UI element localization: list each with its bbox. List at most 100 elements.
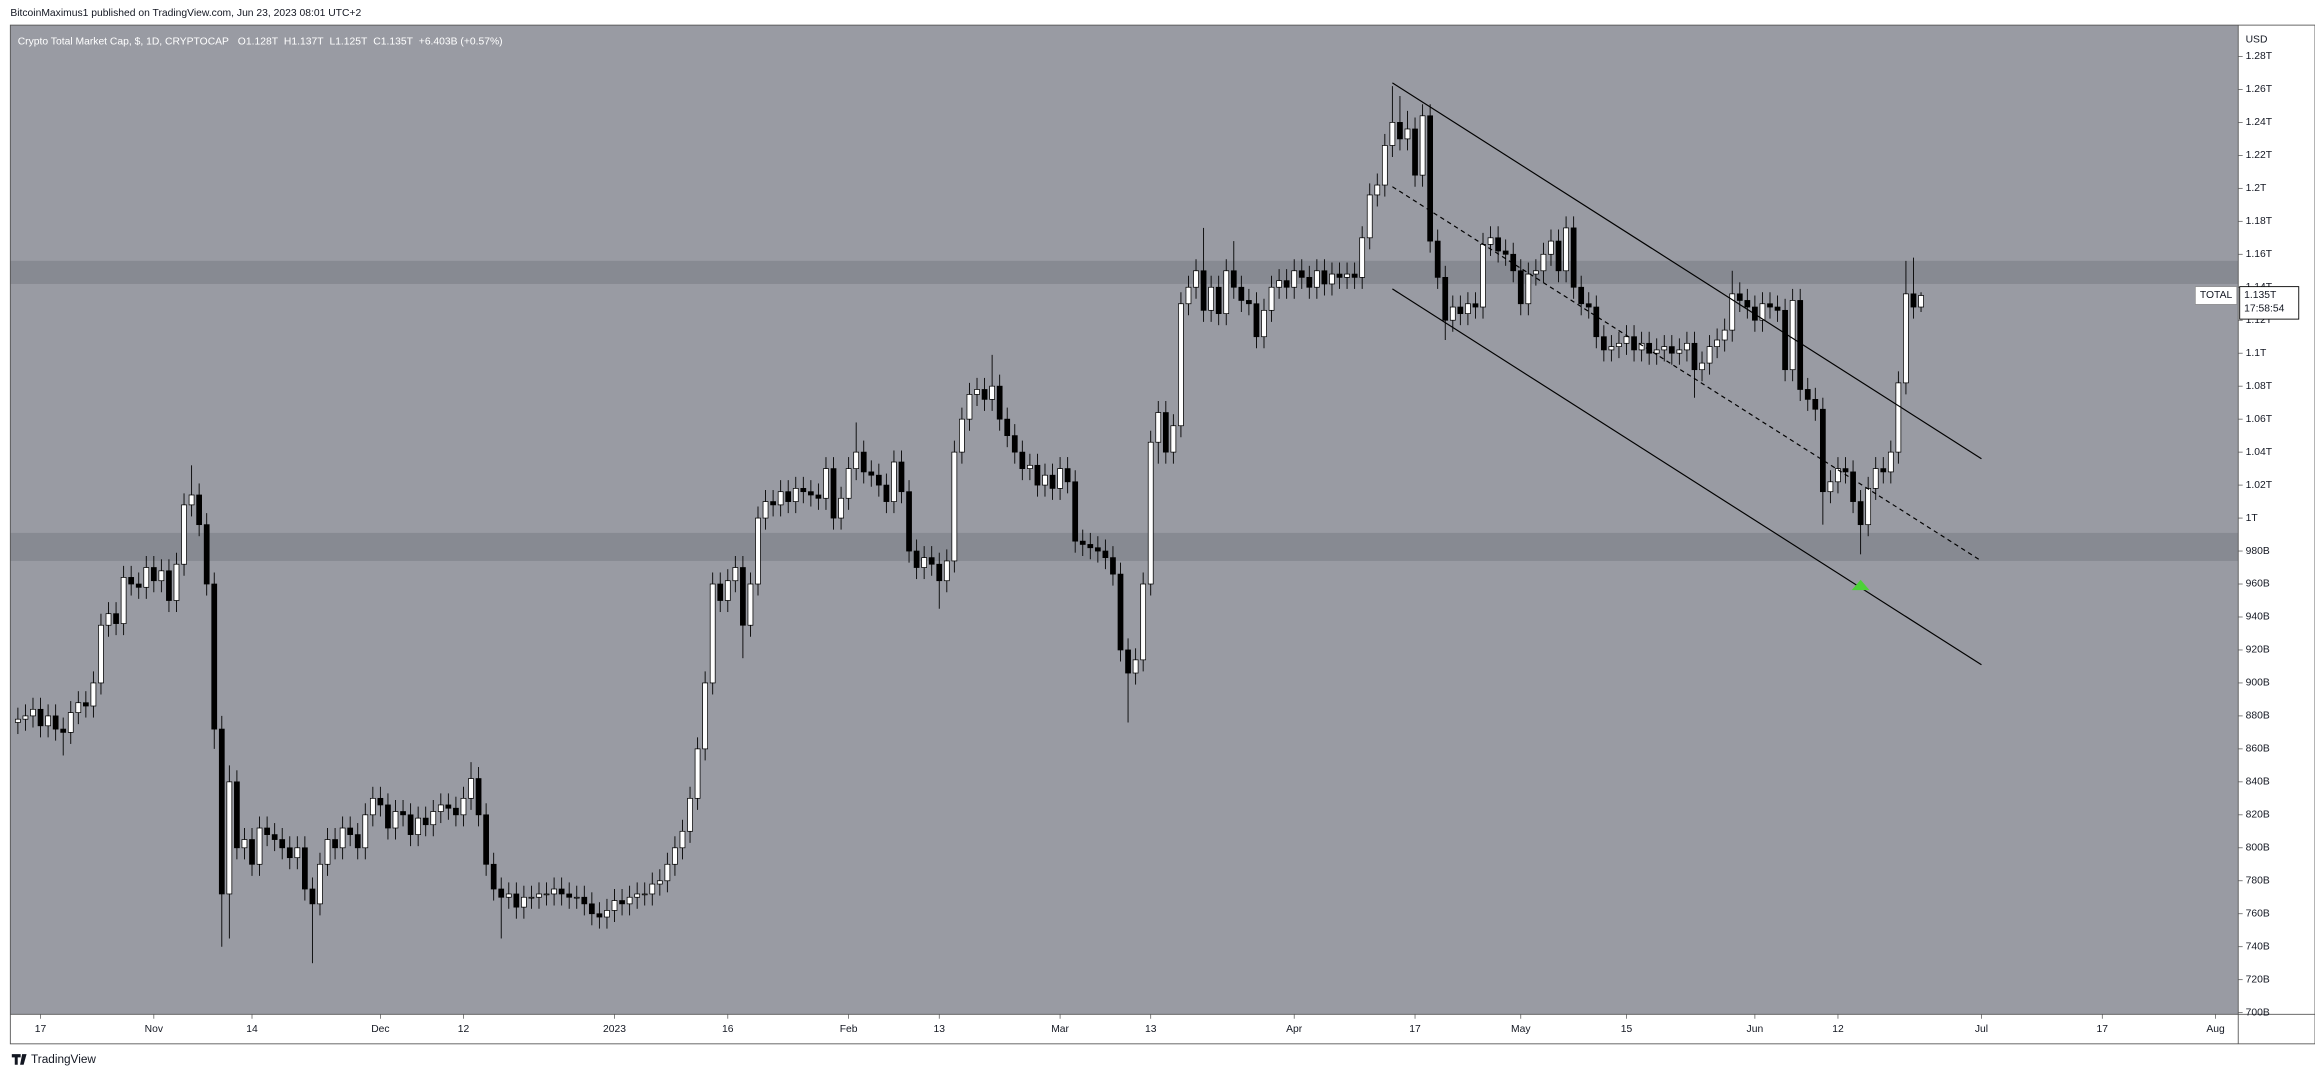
candle-body	[1819, 408, 1826, 493]
candle-body	[649, 883, 656, 895]
candle-body	[1555, 240, 1562, 272]
candle-body	[400, 811, 406, 816]
y-tick-label: 1.2T	[2246, 183, 2267, 194]
candle-body	[1835, 468, 1841, 483]
candle-body	[75, 702, 82, 713]
y-tick-label: 1.22T	[2246, 150, 2273, 161]
candle-body	[105, 613, 112, 626]
y-tick-label: 1.06T	[2246, 414, 2273, 425]
candle-body	[1449, 306, 1456, 321]
candle-body	[294, 847, 301, 859]
candle-body	[1872, 468, 1879, 489]
candle-body	[1714, 339, 1720, 347]
candle-body	[838, 497, 844, 519]
candle-body	[1918, 295, 1924, 308]
candle-body	[158, 570, 165, 582]
candle-body	[226, 781, 233, 895]
candle-body	[823, 468, 829, 499]
legend-key: L	[329, 36, 335, 47]
candle-body	[596, 913, 603, 918]
candle-body	[1744, 300, 1751, 308]
candle-body	[913, 550, 920, 568]
candle-body	[1887, 451, 1894, 473]
candle-body	[981, 389, 988, 400]
candle-body	[264, 827, 270, 835]
candle-body	[928, 557, 935, 565]
candle-body	[1261, 309, 1267, 338]
x-tick-label: Mar	[1051, 1024, 1069, 1035]
candle-body	[369, 797, 376, 816]
candle-body	[1600, 336, 1607, 351]
candle-body	[747, 583, 754, 626]
candle-body	[490, 863, 497, 890]
candle-body	[1238, 286, 1245, 301]
candle-body	[1827, 481, 1834, 493]
candle-body	[1291, 270, 1298, 288]
candle-body	[324, 839, 331, 865]
candle-body	[135, 583, 142, 588]
candle-body	[1004, 418, 1011, 437]
candle-body	[1699, 362, 1705, 371]
candle-body	[407, 814, 414, 835]
candle-body	[143, 567, 150, 588]
candle-body	[385, 804, 391, 829]
candle-body	[279, 839, 286, 849]
candle-body	[1517, 270, 1524, 305]
candle-body	[1691, 342, 1698, 371]
y-tick-label: 720B	[2246, 974, 2270, 985]
legend-key: O	[238, 36, 246, 47]
candle-body	[203, 524, 210, 585]
y-tick-label: 1.1T	[2246, 348, 2267, 359]
candle-body	[1759, 303, 1766, 321]
candle-body	[286, 847, 293, 859]
x-tick-label: Jul	[1975, 1024, 1988, 1035]
candle-body	[588, 903, 595, 915]
candle-body	[1721, 329, 1728, 341]
candle-body	[256, 827, 263, 865]
candle-body	[362, 814, 369, 849]
candle-body	[498, 888, 505, 898]
candle-body	[604, 910, 610, 918]
candle-body	[1094, 547, 1101, 552]
candle-body	[883, 484, 890, 502]
candle-body	[1638, 342, 1645, 351]
y-tick-label: 1.02T	[2246, 480, 2273, 491]
candle-body	[1276, 280, 1282, 288]
candle-body	[1253, 303, 1260, 338]
brand: TradingView	[31, 1052, 96, 1066]
y-tick-label: 1.16T	[2246, 249, 2273, 260]
candle-body	[1178, 303, 1184, 427]
candle-body	[505, 893, 512, 898]
y-tick-label: 900B	[2246, 678, 2270, 689]
candle-body	[634, 893, 641, 898]
y-tick-label: 980B	[2246, 546, 2270, 557]
zone	[10, 260, 2239, 284]
x-tick-label: Aug	[2206, 1024, 2225, 1035]
candle-body	[974, 389, 980, 395]
candle-body	[166, 570, 172, 601]
y-tick-label: 820B	[2246, 810, 2270, 821]
candle-body	[1397, 122, 1403, 140]
x-tick-label: Apr	[1286, 1024, 1303, 1035]
candle-body	[1729, 293, 1736, 331]
candle-body	[445, 804, 452, 809]
candle-body	[422, 817, 429, 826]
zone	[10, 532, 2239, 561]
candle-body	[1162, 412, 1169, 453]
candle-body	[951, 451, 958, 562]
candle-body	[1389, 122, 1396, 146]
candle-body	[317, 863, 323, 905]
candle-body	[468, 778, 474, 799]
candle-body	[664, 863, 671, 882]
candle-body	[1366, 194, 1373, 239]
candle-body	[558, 888, 565, 895]
candle-body	[1344, 273, 1350, 278]
candle-body	[762, 501, 769, 519]
candle-body	[1585, 303, 1592, 308]
candle-body	[128, 577, 135, 585]
candle-body	[543, 893, 550, 896]
candle-body	[1480, 244, 1486, 308]
candle-body	[1653, 349, 1660, 354]
candle-body	[740, 567, 746, 626]
candle-body	[1381, 145, 1388, 186]
